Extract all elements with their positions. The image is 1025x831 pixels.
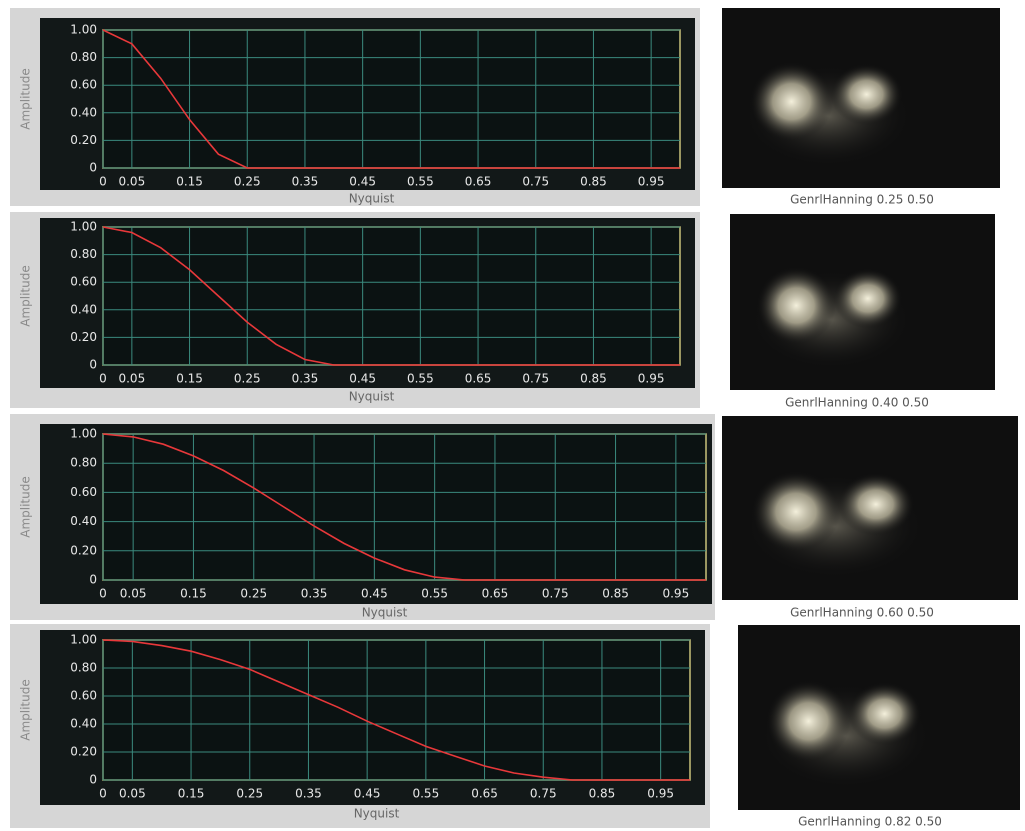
x-tick-label: 0.15 <box>178 787 205 801</box>
y-tick-label: 0 <box>89 161 97 175</box>
y-tick-label: 0 <box>89 358 97 372</box>
y-axis-label: Amplitude <box>19 679 33 741</box>
x-tick-label: 0.35 <box>295 787 322 801</box>
x-tick-label: 0.45 <box>349 175 376 189</box>
preview-image <box>738 625 1020 810</box>
y-tick-label: 1.00 <box>70 220 97 234</box>
preview-image <box>722 416 1018 600</box>
y-tick-label: 0 <box>89 773 97 787</box>
y-tick-label: 0.20 <box>70 745 97 759</box>
y-tick-label: 0.20 <box>70 543 97 557</box>
x-tick-label: 0.25 <box>236 787 263 801</box>
x-tick-label: 0.45 <box>354 787 381 801</box>
x-tick-label: 0.15 <box>176 175 203 189</box>
y-tick-label: 0.40 <box>70 105 97 119</box>
image-caption: GenrlHanning 0.60 0.50 <box>790 606 934 620</box>
x-tick-label: 0 <box>99 787 107 801</box>
x-tick-label: 0.35 <box>292 372 319 386</box>
image-blob <box>837 473 914 536</box>
x-tick-label: 0.85 <box>589 787 616 801</box>
x-tick-label: 0.75 <box>530 787 557 801</box>
y-tick-label: 0.80 <box>70 50 97 64</box>
image-caption: GenrlHanning 0.25 0.50 <box>790 193 934 207</box>
preview-image <box>730 214 995 390</box>
x-tick-label: 0.15 <box>180 587 207 601</box>
preview-image <box>722 8 1000 188</box>
x-tick-label: 0.35 <box>301 587 328 601</box>
x-tick-label: 0 <box>99 372 107 386</box>
y-tick-label: 1.00 <box>70 23 97 37</box>
y-tick-label: 0.20 <box>70 330 97 344</box>
x-tick-label: 0.25 <box>234 372 261 386</box>
x-tick-label: 0.05 <box>118 372 145 386</box>
y-tick-label: 0.40 <box>70 302 97 316</box>
image-caption: GenrlHanning 0.40 0.50 <box>785 396 929 410</box>
x-tick-label: 0.75 <box>522 175 549 189</box>
x-tick-label: 0.05 <box>119 787 146 801</box>
y-axis-label: Amplitude <box>19 265 33 327</box>
x-tick-label: 0.25 <box>240 587 267 601</box>
x-tick-label: 0.95 <box>638 372 665 386</box>
x-axis-label: Nyquist <box>354 807 400 821</box>
image-blob <box>757 267 837 344</box>
x-tick-label: 0.95 <box>662 587 689 601</box>
x-tick-label: 0.95 <box>647 787 674 801</box>
image-blob <box>766 681 851 762</box>
image-caption: GenrlHanning 0.82 0.50 <box>798 815 942 829</box>
image-blob <box>752 471 841 552</box>
x-tick-label: 0.05 <box>118 175 145 189</box>
x-tick-label: 0.45 <box>361 587 388 601</box>
x-tick-label: 0 <box>99 175 107 189</box>
y-tick-label: 0.20 <box>70 133 97 147</box>
x-tick-label: 0.65 <box>471 787 498 801</box>
x-tick-label: 0.55 <box>407 372 434 386</box>
y-tick-label: 0.40 <box>70 514 97 528</box>
x-tick-label: 0.95 <box>638 175 665 189</box>
x-tick-label: 0.65 <box>465 372 492 386</box>
y-tick-label: 0.80 <box>70 456 97 470</box>
y-tick-label: 0.60 <box>70 485 97 499</box>
y-tick-label: 0.40 <box>70 717 97 731</box>
y-tick-label: 1.00 <box>70 633 97 647</box>
x-axis-label: Nyquist <box>349 390 395 404</box>
x-tick-label: 0.05 <box>120 587 147 601</box>
x-axis-label: Nyquist <box>362 606 408 620</box>
x-tick-label: 0.55 <box>412 787 439 801</box>
x-tick-label: 0.75 <box>522 372 549 386</box>
x-axis-label: Nyquist <box>349 192 395 206</box>
y-tick-label: 1.00 <box>70 427 97 441</box>
y-tick-label: 0.60 <box>70 689 97 703</box>
x-tick-label: 0.55 <box>407 175 434 189</box>
y-tick-label: 0.80 <box>70 661 97 675</box>
x-tick-label: 0.85 <box>602 587 629 601</box>
image-blob <box>833 269 902 329</box>
figure: 0 0.05 0.15 0.25 0.35 0.45 0.55 0.65 0.75 0.85 0.9… <box>0 0 1025 831</box>
x-tick-label: 0.85 <box>580 372 607 386</box>
y-tick-label: 0.80 <box>70 247 97 261</box>
y-axis-label: Amplitude <box>19 476 33 538</box>
y-tick-label: 0.60 <box>70 78 97 92</box>
x-tick-label: 0 <box>99 587 107 601</box>
x-tick-label: 0.65 <box>465 175 492 189</box>
image-blob <box>830 64 902 125</box>
y-tick-label: 0 <box>89 573 97 587</box>
x-tick-label: 0.55 <box>421 587 448 601</box>
x-tick-label: 0.15 <box>176 372 203 386</box>
x-tick-label: 0.75 <box>542 587 569 601</box>
image-blob <box>750 62 833 141</box>
x-tick-label: 0.25 <box>234 175 261 189</box>
y-tick-label: 0.60 <box>70 275 97 289</box>
x-tick-label: 0.45 <box>349 372 376 386</box>
x-tick-label: 0.35 <box>292 175 319 189</box>
image-blob <box>848 682 921 745</box>
y-axis-label: Amplitude <box>19 68 33 130</box>
x-tick-label: 0.85 <box>580 175 607 189</box>
x-tick-label: 0.65 <box>482 587 509 601</box>
